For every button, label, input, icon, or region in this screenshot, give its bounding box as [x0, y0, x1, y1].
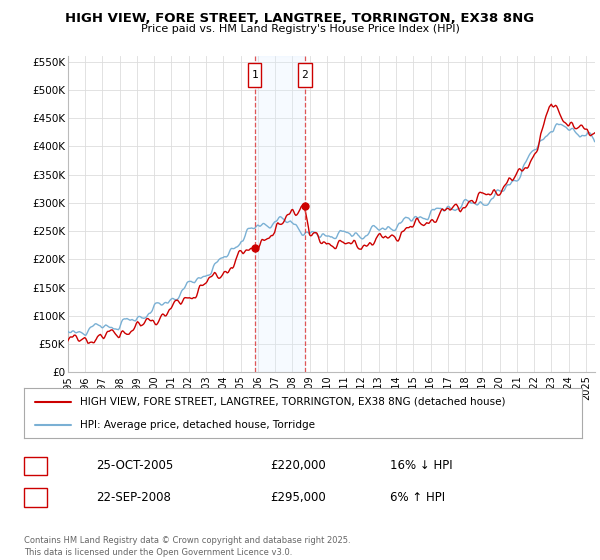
Text: Contains HM Land Registry data © Crown copyright and database right 2025.
This d: Contains HM Land Registry data © Crown c…: [24, 536, 350, 557]
Text: 2: 2: [32, 491, 39, 504]
Text: Price paid vs. HM Land Registry's House Price Index (HPI): Price paid vs. HM Land Registry's House …: [140, 24, 460, 34]
FancyBboxPatch shape: [298, 63, 311, 87]
Text: HIGH VIEW, FORE STREET, LANGTREE, TORRINGTON, EX38 8NG: HIGH VIEW, FORE STREET, LANGTREE, TORRIN…: [65, 12, 535, 25]
Text: 1: 1: [32, 459, 39, 473]
Text: 16% ↓ HPI: 16% ↓ HPI: [390, 459, 452, 473]
Bar: [254, 56, 305, 372]
Text: HIGH VIEW, FORE STREET, LANGTREE, TORRINGTON, EX38 8NG (detached house): HIGH VIEW, FORE STREET, LANGTREE, TORRIN…: [80, 396, 505, 407]
Text: 1: 1: [251, 70, 258, 80]
Text: £295,000: £295,000: [270, 491, 326, 504]
Text: 22-SEP-2008: 22-SEP-2008: [96, 491, 171, 504]
Text: 6% ↑ HPI: 6% ↑ HPI: [390, 491, 445, 504]
Text: 2: 2: [302, 70, 308, 80]
Text: £220,000: £220,000: [270, 459, 326, 473]
Text: HPI: Average price, detached house, Torridge: HPI: Average price, detached house, Torr…: [80, 421, 315, 430]
FancyBboxPatch shape: [248, 63, 261, 87]
Text: 25-OCT-2005: 25-OCT-2005: [96, 459, 173, 473]
